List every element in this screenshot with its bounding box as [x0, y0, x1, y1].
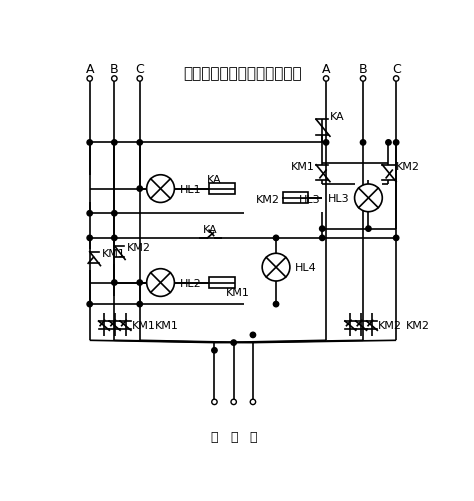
Circle shape: [323, 77, 329, 82]
Circle shape: [393, 77, 399, 82]
Circle shape: [137, 140, 143, 146]
Text: KM2: KM2: [396, 162, 420, 172]
Text: 载: 载: [249, 430, 257, 443]
Circle shape: [319, 226, 325, 232]
Text: A: A: [85, 63, 94, 76]
Circle shape: [112, 235, 117, 241]
Circle shape: [323, 140, 329, 146]
Text: KM2: KM2: [256, 195, 280, 205]
Text: HL2: HL2: [180, 278, 201, 288]
Circle shape: [112, 140, 117, 146]
Bar: [210, 184, 235, 194]
Text: KM2: KM2: [405, 320, 429, 330]
Text: KM2: KM2: [127, 242, 151, 253]
Text: KA: KA: [203, 224, 218, 234]
Circle shape: [250, 333, 255, 338]
Circle shape: [137, 280, 143, 286]
Circle shape: [386, 140, 391, 146]
Circle shape: [137, 77, 143, 82]
Text: C: C: [136, 63, 144, 76]
Circle shape: [273, 235, 279, 241]
Circle shape: [112, 280, 117, 286]
Bar: [283, 193, 308, 204]
Circle shape: [360, 140, 366, 146]
Circle shape: [366, 226, 371, 232]
Text: KA: KA: [330, 112, 345, 122]
Text: KM1: KM1: [132, 320, 155, 330]
Circle shape: [112, 77, 117, 82]
Circle shape: [319, 235, 325, 241]
Circle shape: [146, 175, 174, 203]
Text: KA: KA: [207, 175, 221, 185]
Circle shape: [137, 186, 143, 192]
Text: KM2: KM2: [378, 320, 402, 330]
Circle shape: [87, 235, 92, 241]
Text: B: B: [359, 63, 367, 76]
Circle shape: [112, 211, 117, 216]
Circle shape: [87, 140, 92, 146]
Text: B: B: [110, 63, 118, 76]
Text: HL3: HL3: [299, 195, 321, 205]
Text: KM1: KM1: [102, 249, 126, 259]
Text: A: A: [322, 63, 330, 76]
Text: 负: 负: [230, 430, 237, 443]
Circle shape: [87, 211, 92, 216]
Bar: [210, 278, 235, 289]
Circle shape: [355, 184, 383, 212]
Circle shape: [393, 235, 399, 241]
Text: C: C: [392, 63, 401, 76]
Text: HL3: HL3: [328, 193, 349, 203]
Circle shape: [250, 399, 255, 405]
Circle shape: [360, 77, 366, 82]
Text: HL1: HL1: [180, 184, 201, 194]
Circle shape: [393, 140, 399, 146]
Circle shape: [231, 399, 237, 405]
Circle shape: [212, 348, 217, 353]
Circle shape: [146, 269, 174, 297]
Text: 三相双电源自动切换电源电路: 三相双电源自动切换电源电路: [183, 67, 302, 82]
Text: KM1: KM1: [291, 162, 315, 172]
Text: KM1: KM1: [155, 320, 179, 330]
Circle shape: [212, 399, 217, 405]
Circle shape: [273, 302, 279, 307]
Circle shape: [262, 254, 290, 282]
Text: HL4: HL4: [295, 263, 317, 273]
Circle shape: [137, 302, 143, 307]
Text: 接: 接: [210, 430, 218, 443]
Circle shape: [231, 340, 237, 346]
Circle shape: [87, 77, 92, 82]
Circle shape: [87, 302, 92, 307]
Text: KM1: KM1: [226, 287, 250, 297]
